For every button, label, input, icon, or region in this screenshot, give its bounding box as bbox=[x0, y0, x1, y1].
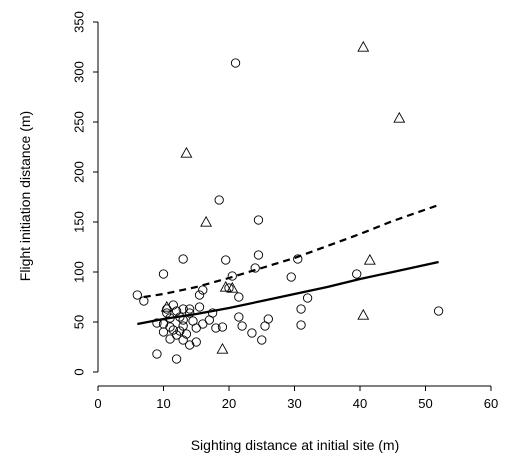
dashed-fit-line bbox=[143, 203, 439, 299]
circle-point bbox=[286, 272, 296, 282]
circle-point bbox=[253, 215, 264, 225]
circle-point bbox=[178, 315, 188, 325]
circle-point bbox=[214, 195, 224, 205]
circle-point bbox=[158, 269, 169, 279]
triangle-point bbox=[200, 215, 213, 227]
circle-point bbox=[162, 308, 172, 318]
circle-point bbox=[296, 320, 306, 330]
circle-point bbox=[185, 340, 195, 350]
circle-point bbox=[234, 312, 244, 322]
circle-point bbox=[194, 302, 205, 312]
circle-point bbox=[433, 306, 444, 316]
circle-point bbox=[178, 335, 188, 345]
circle-point bbox=[230, 58, 241, 68]
plot-area bbox=[132, 40, 444, 364]
x-tick-label: 10 bbox=[156, 396, 170, 411]
y-tick-label: 0 bbox=[71, 368, 86, 375]
triangle-point bbox=[357, 40, 370, 52]
y-tick-label: 200 bbox=[71, 161, 86, 183]
x-tick-label: 30 bbox=[287, 396, 301, 411]
circle-point bbox=[198, 285, 208, 295]
y-tick-label: 100 bbox=[71, 261, 86, 283]
triangle-point bbox=[160, 300, 173, 312]
circle-point bbox=[217, 322, 228, 332]
y-axis-title: Flight initiation distance (m) bbox=[17, 111, 33, 281]
circle-point bbox=[168, 325, 178, 335]
circle-point bbox=[181, 329, 192, 339]
circle-point bbox=[302, 293, 313, 303]
x-tick-label: 50 bbox=[418, 396, 432, 411]
circle-point bbox=[263, 314, 273, 324]
circle-point bbox=[175, 312, 185, 322]
y-tick-label: 50 bbox=[71, 315, 86, 329]
circle-point bbox=[178, 321, 188, 331]
triangle-point bbox=[216, 342, 229, 354]
circle-point bbox=[139, 296, 149, 306]
circle-point bbox=[158, 319, 169, 329]
circle-point bbox=[211, 323, 221, 333]
circle-point bbox=[152, 349, 162, 359]
circle-point bbox=[257, 335, 267, 345]
circle-point bbox=[175, 326, 185, 336]
circle-point bbox=[253, 250, 264, 260]
x-axis-title: Sighting distance at initial site (m) bbox=[191, 437, 400, 453]
circle-point bbox=[158, 327, 169, 337]
triangle-point bbox=[219, 280, 232, 292]
x-tick-label: 20 bbox=[222, 396, 236, 411]
circle-point bbox=[152, 318, 162, 328]
circle-point bbox=[237, 321, 247, 331]
circle-point bbox=[227, 271, 237, 281]
x-tick-label: 60 bbox=[484, 396, 498, 411]
triangle-point bbox=[357, 308, 370, 320]
axes: 0 50 100 150 200 250 300 350 0 10 20 30 40 50 60 bbox=[71, 11, 498, 411]
circle-point bbox=[178, 254, 188, 264]
circle-point bbox=[250, 263, 260, 273]
circle-point bbox=[191, 337, 201, 347]
triangle-point bbox=[226, 281, 239, 293]
triangle-point bbox=[363, 253, 376, 265]
circle-point bbox=[247, 328, 257, 338]
x-tick-label: 0 bbox=[94, 396, 101, 411]
circle-point bbox=[352, 269, 362, 279]
circle-point bbox=[194, 290, 205, 300]
circle-point bbox=[185, 304, 195, 314]
x-tick-label: 40 bbox=[353, 396, 367, 411]
circle-point bbox=[296, 304, 306, 314]
y-tick-label: 350 bbox=[71, 11, 86, 33]
solid-fit-line bbox=[137, 260, 439, 326]
circle-point bbox=[168, 300, 178, 310]
circle-point bbox=[165, 313, 175, 323]
circle-point bbox=[221, 255, 231, 265]
y-tick-label: 300 bbox=[71, 61, 86, 83]
circle-point bbox=[207, 308, 218, 318]
triangle-point bbox=[180, 146, 193, 158]
circle-point bbox=[132, 290, 142, 300]
circle-point bbox=[293, 254, 303, 264]
circle-point bbox=[165, 322, 175, 332]
circle-point bbox=[185, 308, 195, 318]
y-tick-label: 150 bbox=[71, 211, 86, 233]
y-tick-label: 250 bbox=[71, 111, 86, 133]
circle-point bbox=[171, 354, 182, 364]
circle-point bbox=[234, 292, 244, 302]
triangle-point bbox=[393, 111, 406, 123]
